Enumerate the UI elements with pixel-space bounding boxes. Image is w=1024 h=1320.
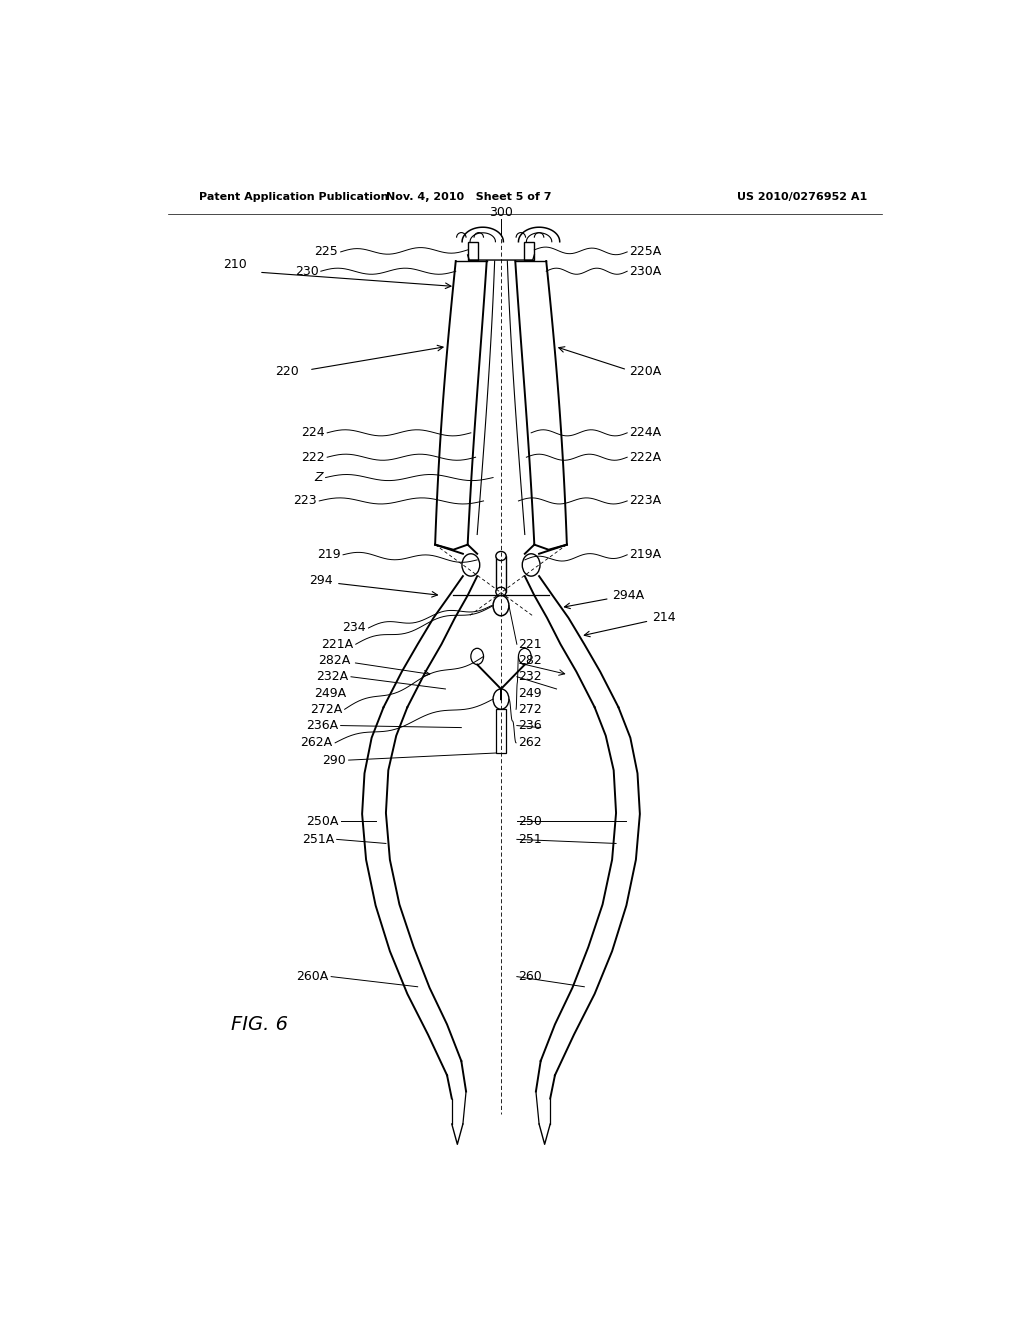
Text: 222: 222 [301, 450, 325, 463]
Text: 294A: 294A [612, 589, 644, 602]
Ellipse shape [522, 554, 540, 576]
Text: 224A: 224A [630, 426, 662, 440]
Text: 272A: 272A [310, 702, 342, 715]
Bar [496, 556, 506, 591]
Circle shape [494, 689, 509, 709]
Text: 214: 214 [652, 611, 676, 624]
Text: 220: 220 [274, 366, 299, 379]
Text: 223: 223 [293, 495, 316, 507]
Bar [497, 709, 506, 752]
Text: 250A: 250A [306, 814, 338, 828]
Text: 210: 210 [223, 257, 247, 271]
Circle shape [494, 595, 509, 615]
Text: 222A: 222A [630, 450, 662, 463]
Text: 220A: 220A [630, 366, 662, 379]
Text: Patent Application Publication: Patent Application Publication [200, 191, 389, 202]
Text: 236A: 236A [306, 719, 338, 733]
Text: 232: 232 [518, 671, 542, 684]
Circle shape [518, 648, 531, 664]
Text: 230: 230 [295, 265, 318, 277]
Text: 272: 272 [518, 702, 542, 715]
Text: 236: 236 [518, 719, 542, 733]
Text: 219: 219 [317, 548, 341, 561]
Ellipse shape [496, 552, 506, 561]
Text: 223A: 223A [630, 495, 662, 507]
Ellipse shape [462, 554, 479, 576]
Text: FIG. 6: FIG. 6 [231, 1015, 288, 1034]
Text: Z: Z [314, 471, 324, 484]
Bar [524, 242, 535, 260]
Text: 225: 225 [314, 246, 338, 259]
Text: 294: 294 [309, 574, 333, 586]
Text: 251A: 251A [302, 833, 334, 846]
Text: 282: 282 [518, 653, 542, 667]
Text: Nov. 4, 2010   Sheet 5 of 7: Nov. 4, 2010 Sheet 5 of 7 [386, 191, 552, 202]
Text: 230A: 230A [630, 265, 662, 277]
Text: 290: 290 [323, 754, 346, 767]
Text: 251: 251 [518, 833, 542, 846]
Text: 260A: 260A [297, 970, 329, 983]
Text: 221A: 221A [322, 638, 353, 651]
Text: 250: 250 [518, 814, 543, 828]
Text: 249: 249 [518, 686, 542, 700]
Text: 224: 224 [301, 426, 325, 440]
Text: US 2010/0276952 A1: US 2010/0276952 A1 [737, 191, 867, 202]
Text: 232A: 232A [316, 671, 348, 684]
Text: 234: 234 [342, 622, 367, 635]
Text: 262A: 262A [301, 737, 333, 750]
Circle shape [471, 648, 483, 664]
Text: 260: 260 [518, 970, 542, 983]
Ellipse shape [496, 587, 506, 597]
Text: 262: 262 [518, 737, 542, 750]
Text: 219A: 219A [630, 548, 662, 561]
Text: 300: 300 [489, 206, 513, 219]
Text: 282A: 282A [318, 653, 350, 667]
Bar [468, 242, 478, 260]
Text: 225A: 225A [630, 246, 662, 259]
Text: 249A: 249A [314, 686, 346, 700]
Text: 221: 221 [518, 638, 542, 651]
